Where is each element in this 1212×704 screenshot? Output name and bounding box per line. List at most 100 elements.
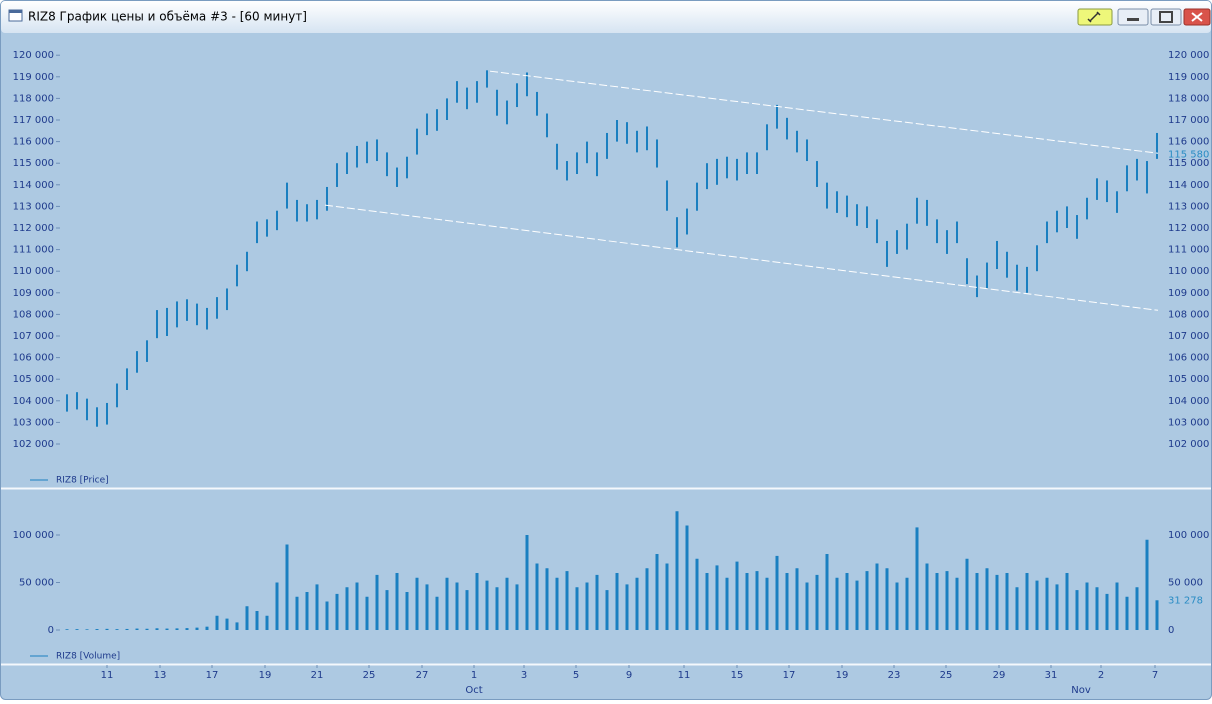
volume-bar [335, 593, 339, 630]
x-tick-label: 13 [154, 670, 167, 681]
maximize-icon [1159, 11, 1173, 23]
volume-bar [155, 628, 159, 630]
y-tick-label: 111 000 [13, 245, 54, 256]
y-tick-label: 113 000 [13, 201, 54, 212]
volume-bar [435, 596, 439, 630]
volume-bar [785, 573, 789, 630]
x-tick-label: 19 [259, 670, 272, 681]
volume-bar [705, 573, 709, 630]
volume-bar [495, 587, 499, 630]
y-tick-label: 107 000 [13, 331, 54, 342]
y-tick-label: 119 000 [13, 72, 54, 83]
y-tick-label-right: 0 [1168, 625, 1174, 636]
x-tick-label: 25 [363, 670, 376, 681]
y-tick-label: 118 000 [13, 93, 54, 104]
volume-bar [1095, 587, 1099, 630]
volume-bar [345, 587, 349, 630]
last-value-label: 31 278 [1168, 595, 1203, 606]
y-tick-label-right: 50 000 [1168, 578, 1203, 589]
volume-bar [1035, 580, 1039, 630]
y-tick-label-right: 119 000 [1168, 72, 1209, 83]
volume-bar [255, 611, 259, 630]
maximize-button[interactable] [1150, 8, 1182, 26]
volume-bar [1105, 593, 1109, 630]
volume-bar [1065, 573, 1069, 630]
volume-bar [305, 592, 309, 630]
volume-bar [755, 571, 759, 630]
y-tick-label-right: 107 000 [1168, 331, 1209, 342]
volume-bar [825, 554, 829, 630]
x-tick-label: 15 [731, 670, 744, 681]
y-tick-label: 100 000 [13, 530, 54, 541]
y-tick-label: 115 000 [13, 158, 54, 169]
volume-bar [715, 565, 719, 630]
volume-bar [665, 563, 669, 630]
volume-bar [315, 584, 319, 630]
y-tick-label: 110 000 [13, 266, 54, 277]
y-tick-label-right: 105 000 [1168, 374, 1209, 385]
volume-bar [995, 574, 999, 630]
volume-bar [65, 629, 69, 630]
x-tick-label: 11 [678, 670, 691, 681]
volume-bar [365, 596, 369, 630]
x-tick-label: 5 [573, 670, 579, 681]
volume-bar [515, 584, 519, 630]
volume-bar [355, 582, 359, 630]
volume-bar [1025, 573, 1029, 630]
volume-bar [455, 582, 459, 630]
minimize-button[interactable] [1117, 8, 1149, 26]
volume-bar [935, 573, 939, 630]
y-tick-label: 112 000 [13, 223, 54, 234]
volume-bar [85, 629, 89, 630]
volume-bar [915, 527, 919, 630]
volume-bar [635, 577, 639, 630]
x-tick-label: 1 [471, 670, 477, 681]
volume-bar [805, 582, 809, 630]
volume-bar [595, 574, 599, 630]
volume-bar [275, 582, 279, 630]
volume-bar [685, 525, 689, 630]
volume-bar [165, 628, 169, 630]
volume-bar [795, 568, 799, 630]
volume-bar [405, 592, 409, 630]
y-tick-label: 102 000 [13, 439, 54, 450]
volume-bar [385, 590, 389, 630]
y-tick-label-right: 110 000 [1168, 266, 1209, 277]
x-tick-label: 17 [783, 670, 796, 681]
x-tick-label: 17 [206, 670, 219, 681]
volume-bar [905, 577, 909, 630]
volume-bar [585, 582, 589, 630]
y-tick-label: 0 [48, 625, 54, 636]
volume-bar [855, 580, 859, 630]
y-tick-label-right: 117 000 [1168, 115, 1209, 126]
volume-bar [535, 563, 539, 630]
y-tick-label-right: 115 000 [1168, 158, 1209, 169]
x-tick-label: 7 [1152, 670, 1158, 681]
volume-bar [925, 563, 929, 630]
volume-bar [175, 628, 179, 630]
legend-label: RIZ8 [Volume] [56, 652, 120, 662]
x-tick-label: 9 [626, 670, 632, 681]
volume-bar [135, 628, 139, 630]
y-tick-label-right: 111 000 [1168, 245, 1209, 256]
trendline [489, 70, 1159, 154]
volume-bar [1075, 590, 1079, 630]
x-tick-label: 25 [940, 670, 953, 681]
x-tick-label: 11 [101, 670, 114, 681]
y-tick-label-right: 109 000 [1168, 288, 1209, 299]
volume-bar [465, 590, 469, 630]
close-icon [1191, 12, 1203, 22]
volume-bar [125, 628, 129, 630]
volume-bar [425, 584, 429, 630]
volume-bar [235, 622, 239, 630]
volume-bar [865, 571, 869, 630]
x-tick-label: 19 [836, 670, 849, 681]
last-value-label: 115 580 [1168, 150, 1209, 161]
volume-bar [415, 577, 419, 630]
window-title: RIZ8 График цены и объёма #3 - [60 минут… [28, 10, 307, 24]
y-tick-label: 105 000 [13, 374, 54, 385]
volume-bar [1005, 573, 1009, 630]
x-tick-label: 29 [993, 670, 1006, 681]
